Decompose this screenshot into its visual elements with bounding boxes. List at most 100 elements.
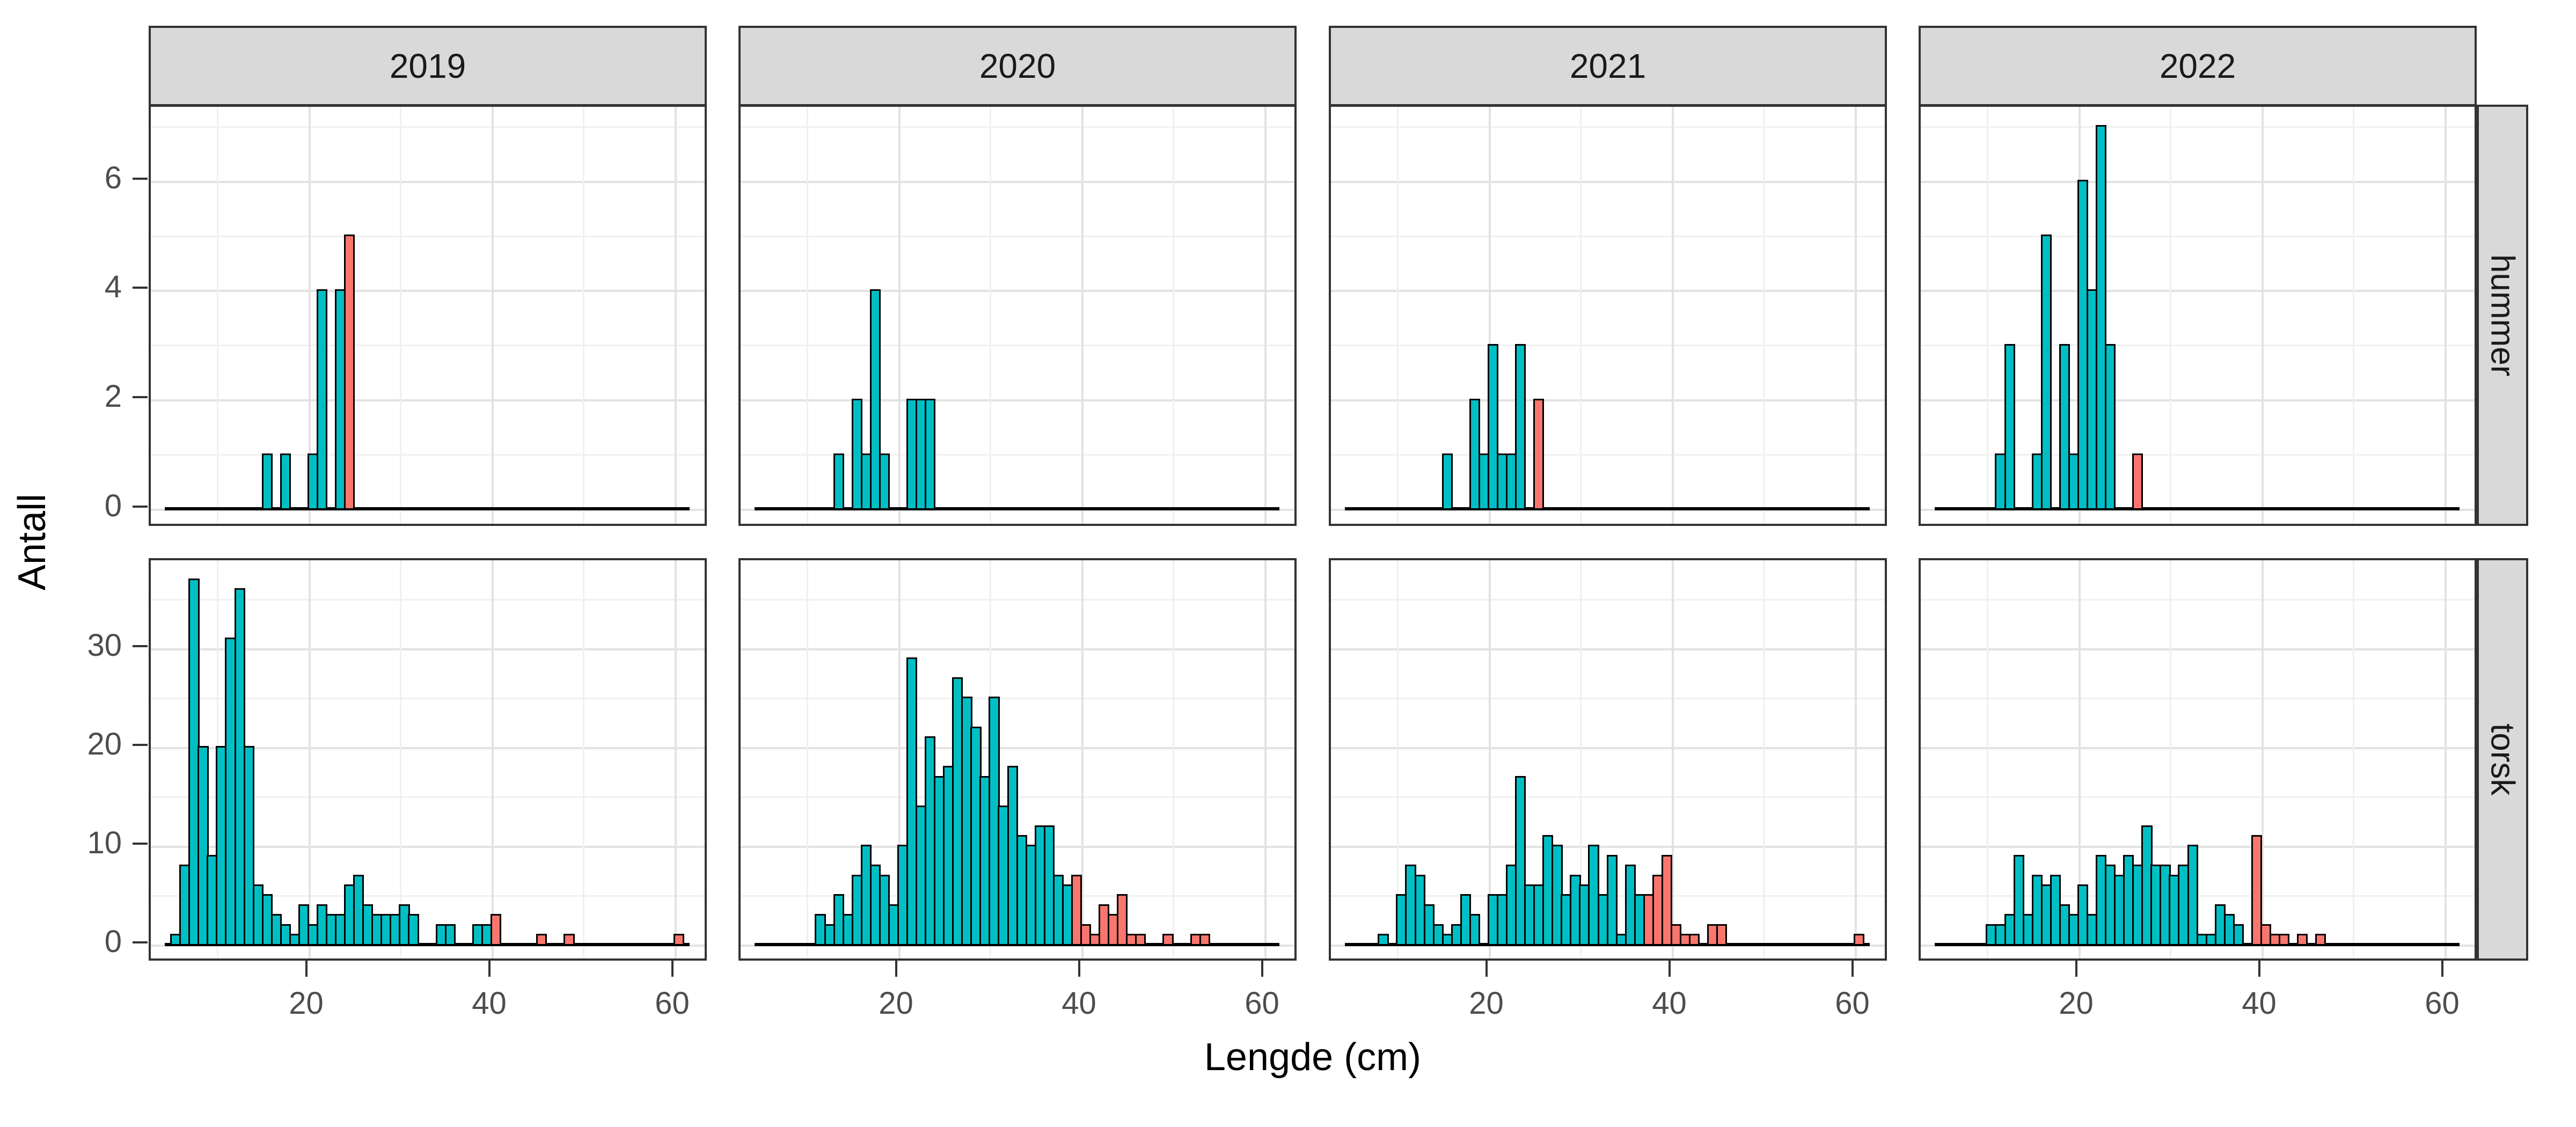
gridline-minor (1331, 126, 1885, 128)
facet-strip-species: torsk (2477, 558, 2528, 961)
gridline-major (1921, 290, 2475, 292)
gridline-minor (1580, 560, 1582, 958)
gridline-minor (1921, 126, 2475, 128)
facet-strip-year: 2020 (738, 26, 1297, 106)
gridline-minor (1987, 107, 1988, 524)
gridline-minor (151, 345, 705, 347)
gridline-minor (741, 345, 1294, 347)
histogram-bar-teal (280, 453, 291, 510)
histogram-bar-teal (2059, 343, 2070, 510)
histogram-bar-teal (1441, 453, 1453, 510)
gridline-major (308, 107, 311, 524)
histogram-bar-teal (243, 746, 254, 946)
histogram-bar-salmon (2315, 934, 2326, 946)
gridline-major (1488, 560, 1491, 958)
gridline-major (741, 648, 1294, 650)
gridline-major (1671, 107, 1674, 524)
histogram-bar-salmon (1135, 934, 1146, 946)
facet-strip-species: hummer (2477, 105, 2528, 526)
histogram-bar-teal (879, 453, 890, 510)
panel-hummer-2020 (738, 105, 1297, 526)
x-axis-tick-label: 40 (1062, 986, 1096, 1021)
x-axis-tick-label: 20 (289, 986, 324, 1021)
gridline-major (1331, 648, 1885, 650)
gridline-major (1921, 648, 2475, 650)
x-axis-tick-label: 40 (472, 986, 507, 1021)
gridline-major (151, 846, 705, 848)
histogram-bar-salmon (2297, 934, 2308, 946)
facet-strip-year: 2019 (149, 26, 707, 106)
gridline-minor (151, 698, 705, 699)
gridline-minor (151, 235, 705, 237)
x-axis-title: Lengde (cm) (1204, 1036, 1422, 1079)
gridline-major (2078, 560, 2081, 958)
gridline-major (1081, 107, 1084, 524)
gridline-major (1921, 747, 2475, 749)
gridline-major (151, 180, 705, 183)
facet-strip-species-label: hummer (2484, 254, 2521, 377)
gridline-minor (2353, 560, 2354, 958)
histogram-bar-teal (833, 453, 844, 510)
gridline-major (1331, 846, 1885, 848)
gridline-minor (1763, 107, 1765, 524)
gridline-major (1331, 399, 1885, 402)
gridline-minor (741, 235, 1294, 237)
y-axis-tick (133, 287, 148, 289)
x-axis-tick-label: 20 (1469, 986, 1504, 1021)
panel-torsk-2021 (1329, 558, 1887, 961)
histogram-bar-teal (2013, 854, 2024, 946)
gridline-major (2444, 107, 2447, 524)
histogram-bar-teal (316, 289, 328, 510)
panel-hummer-2021 (1329, 105, 1887, 526)
histogram-bar-teal (1606, 854, 1618, 946)
gridline-major (2261, 560, 2264, 958)
gridline-minor (400, 560, 401, 958)
facet-strip-year: 2022 (1919, 26, 2477, 106)
gridline-major (1264, 107, 1267, 524)
y-axis-tick-label: 6 (104, 160, 122, 195)
x-axis-tick-label: 20 (2059, 986, 2094, 1021)
gridline-major (2444, 560, 2447, 958)
y-axis-tick-label: 2 (104, 379, 122, 414)
gridline-minor (741, 126, 1294, 128)
gridline-major (898, 107, 901, 524)
histogram-bar-salmon (536, 934, 547, 946)
gridline-minor (2353, 107, 2354, 524)
gridline-minor (1921, 698, 2475, 699)
gridline-minor (151, 454, 705, 456)
gridline-major (1854, 560, 1857, 958)
panel-torsk-2020 (738, 558, 1297, 961)
gridline-major (674, 560, 677, 958)
x-axis-tick (2258, 961, 2260, 977)
gridline-minor (1331, 235, 1885, 237)
histogram-bar-salmon (564, 934, 575, 946)
x-axis-tick-label: 60 (1835, 986, 1870, 1021)
y-axis-tick (133, 506, 148, 508)
histogram-bar-teal (261, 453, 273, 510)
histogram-bar-salmon (2251, 835, 2263, 946)
gridline-minor (1921, 235, 2475, 237)
gridline-minor (217, 107, 218, 524)
panel-torsk-2022 (1919, 558, 2477, 961)
gridline-major (1081, 560, 1084, 958)
x-axis-tick-label: 60 (2425, 986, 2460, 1021)
histogram-bar-salmon (1853, 934, 1865, 946)
gridline-minor (1580, 107, 1582, 524)
gridline-major (1921, 180, 2475, 183)
gridline-major (1331, 290, 1885, 292)
histogram-bar-salmon (490, 914, 502, 946)
gridline-major (741, 180, 1294, 183)
x-axis-tick (1261, 961, 1263, 977)
gridline-minor (807, 560, 808, 958)
histogram-bar-teal (1378, 934, 1389, 946)
y-axis-tick (133, 177, 148, 180)
y-axis-tick-label: 4 (104, 269, 122, 305)
histogram-bar-salmon (2132, 453, 2143, 510)
y-axis-tick-label: 20 (87, 727, 122, 762)
gridline-major (741, 399, 1294, 402)
gridline-major (1671, 560, 1674, 958)
histogram-bar-salmon (1071, 874, 1082, 946)
x-axis-tick-label: 40 (1652, 986, 1687, 1021)
gridline-minor (2170, 560, 2171, 958)
